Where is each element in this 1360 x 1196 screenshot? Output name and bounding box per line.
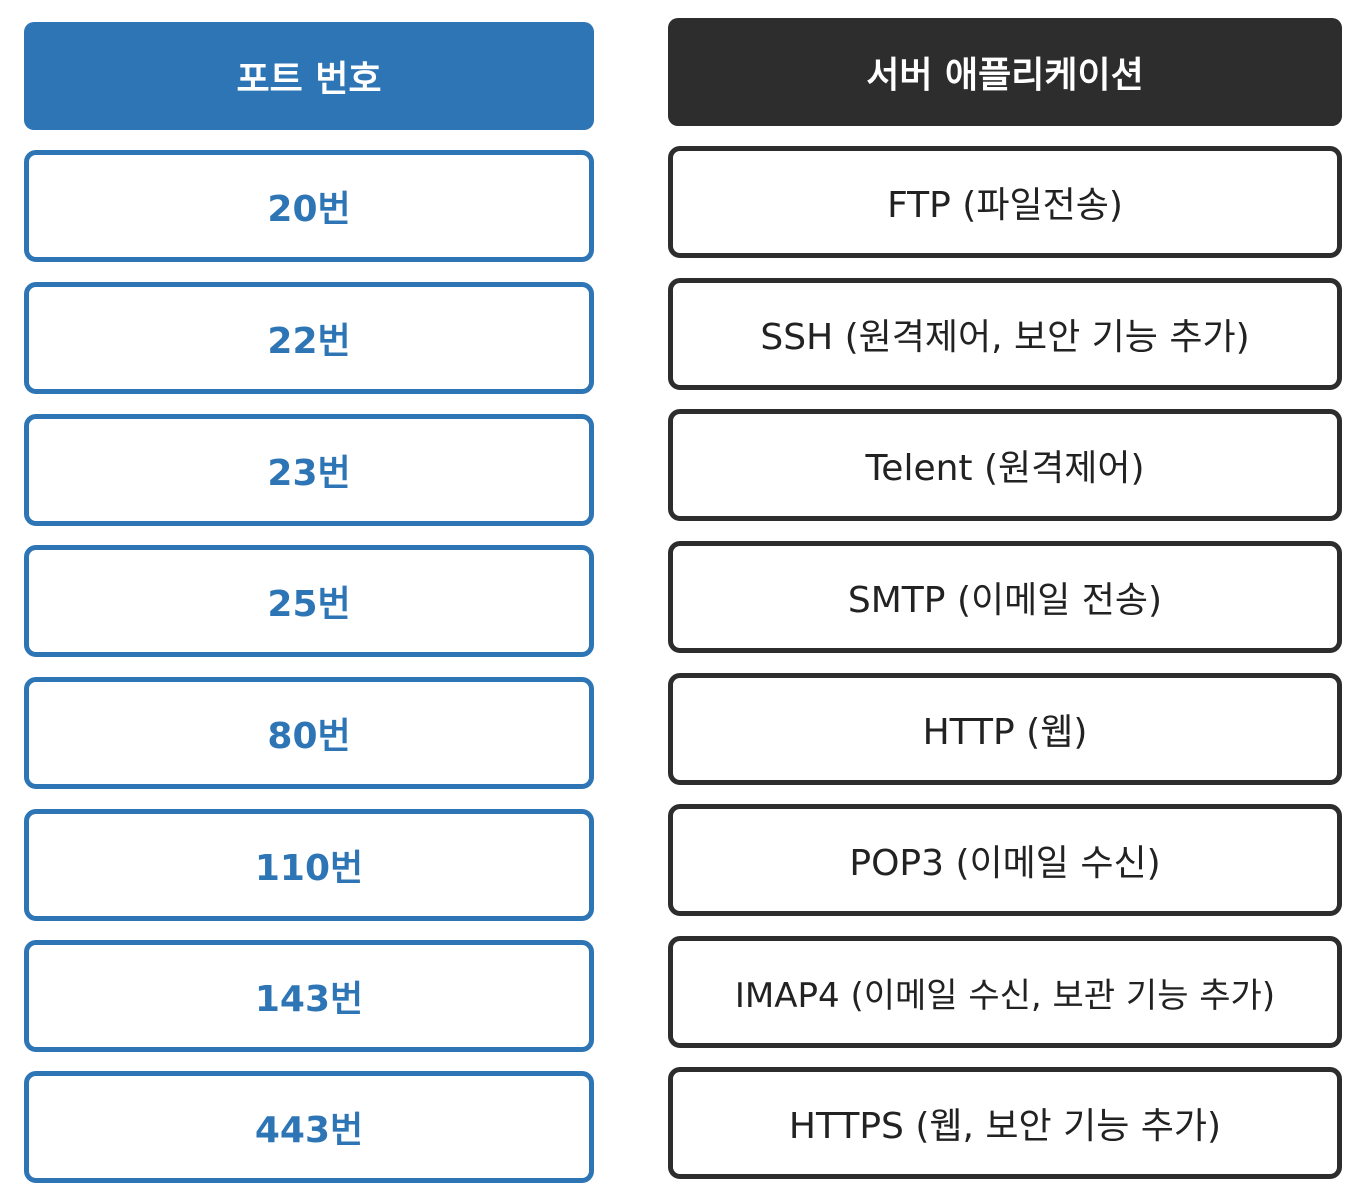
application-cell: IMAP4 (이메일 수신, 보관 기능 추가)	[668, 936, 1342, 1048]
port-cell: 20번	[24, 150, 594, 262]
application-cell: HTTPS (웹, 보안 기능 추가)	[668, 1067, 1342, 1179]
port-cell: 25번	[24, 545, 594, 657]
port-cell: 110번	[24, 809, 594, 921]
port-number-header: 포트 번호	[24, 22, 594, 130]
port-cell: 22번	[24, 282, 594, 394]
port-cell: 80번	[24, 677, 594, 789]
application-cell: SMTP (이메일 전송)	[668, 541, 1342, 653]
port-cell: 23번	[24, 414, 594, 526]
application-cell: FTP (파일전송)	[668, 146, 1342, 258]
server-application-header: 서버 애플리케이션	[668, 18, 1342, 126]
port-cell: 143번	[24, 940, 594, 1052]
port-cell: 443번	[24, 1071, 594, 1183]
application-cell: HTTP (웹)	[668, 673, 1342, 785]
application-cell: SSH (원격제어, 보안 기능 추가)	[668, 278, 1342, 390]
application-cell: POP3 (이메일 수신)	[668, 804, 1342, 916]
application-cell: Telent (원격제어)	[668, 409, 1342, 521]
